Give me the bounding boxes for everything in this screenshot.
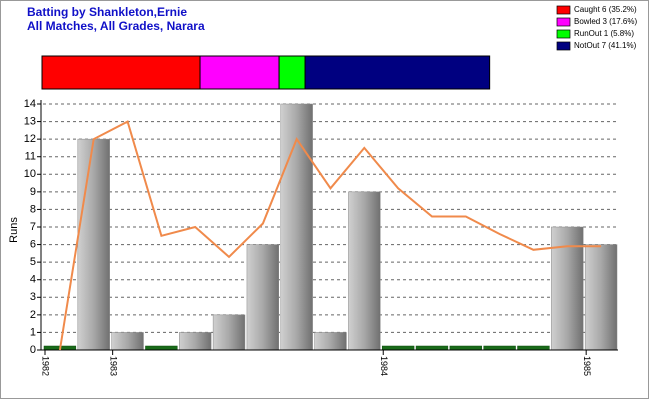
y-tick-label: 8 <box>30 203 36 215</box>
bar <box>314 332 347 351</box>
y-tick-label: 11 <box>25 151 36 163</box>
legend-swatch <box>556 41 571 51</box>
y-axis-label: Runs <box>8 217 20 243</box>
bar <box>584 244 618 351</box>
legend-label: Caught 6 (35.2%) <box>574 5 637 14</box>
breakdown-segment <box>304 55 491 90</box>
trend-line <box>58 120 602 351</box>
y-tick-label: 1 <box>30 326 36 338</box>
y-tick-label: 5 <box>30 256 36 268</box>
bar <box>77 138 110 351</box>
y-tick-label: 7 <box>30 221 36 233</box>
y-tick-label: 3 <box>30 291 36 303</box>
y-tick-label: 12 <box>24 133 36 145</box>
y-tick-label: 13 <box>24 115 36 127</box>
breakdown-segment <box>41 55 201 90</box>
x-tick-label: 1983 <box>108 356 118 376</box>
y-tick-label: 6 <box>30 238 36 250</box>
legend-label: RunOut 1 (5.8%) <box>574 29 634 38</box>
legend-swatch <box>556 29 571 39</box>
bar <box>246 244 280 351</box>
breakdown-segment <box>278 55 306 90</box>
x-tick-label: 1984 <box>379 356 389 376</box>
bar <box>111 332 144 351</box>
bar <box>483 345 516 351</box>
legend-label: NotOut 7 (41.1%) <box>574 41 637 50</box>
y-tick-label: 10 <box>24 168 36 180</box>
x-tick-label: 1982 <box>41 356 51 376</box>
bar <box>179 332 212 351</box>
bar <box>212 314 246 351</box>
y-tick-label: 9 <box>30 186 36 198</box>
y-tick-label: 0 <box>30 344 36 356</box>
bar <box>381 345 415 351</box>
bar <box>145 345 178 351</box>
chart-subtitle: All Matches, All Grades, Narara <box>27 19 205 33</box>
y-tick-label: 2 <box>30 309 36 321</box>
breakdown-segment <box>199 55 280 90</box>
chart-title: Batting by Shankleton,Ernie <box>27 5 187 19</box>
bar <box>415 345 449 351</box>
legend-swatch <box>556 5 571 15</box>
y-tick-label: 14 <box>24 98 36 110</box>
bar <box>280 103 313 351</box>
bar <box>348 191 381 351</box>
legend-swatch <box>556 17 571 27</box>
legend-label: Bowled 3 (17.6%) <box>574 17 637 26</box>
bar <box>517 345 550 351</box>
bar <box>449 345 482 351</box>
y-tick-label: 4 <box>30 274 36 286</box>
x-tick-label: 1985 <box>582 356 592 376</box>
